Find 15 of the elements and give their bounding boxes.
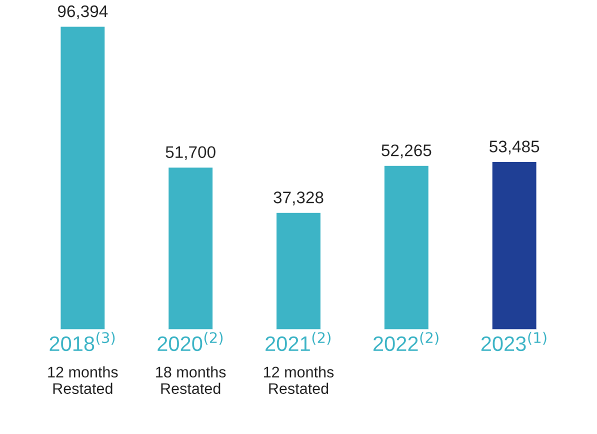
- x-tick-label: 2023$^{(1)}$: [481, 332, 546, 352]
- category-label: 2018$^{(3)}$ 12 months Restated: [48, 332, 118, 394]
- bar: [490, 160, 538, 330]
- data-label: 96,394: [58, 5, 108, 20]
- category-label: 2021$^{(2)}$ 12 months Restated: [264, 332, 334, 394]
- bar: [167, 166, 214, 330]
- data-label: 37,328: [274, 192, 324, 206]
- data-label: 53,485: [490, 140, 540, 154]
- data-label: 52,265: [382, 144, 432, 158]
- data-label: 51,700: [166, 146, 216, 160]
- category-label: 2020$^{(2)}$ 18 months Restated: [156, 332, 226, 394]
- x-tick-label: 2022$^{(2)}$: [374, 332, 438, 352]
- bar: [383, 164, 430, 330]
- bar: [59, 26, 106, 330]
- bar: [275, 212, 322, 330]
